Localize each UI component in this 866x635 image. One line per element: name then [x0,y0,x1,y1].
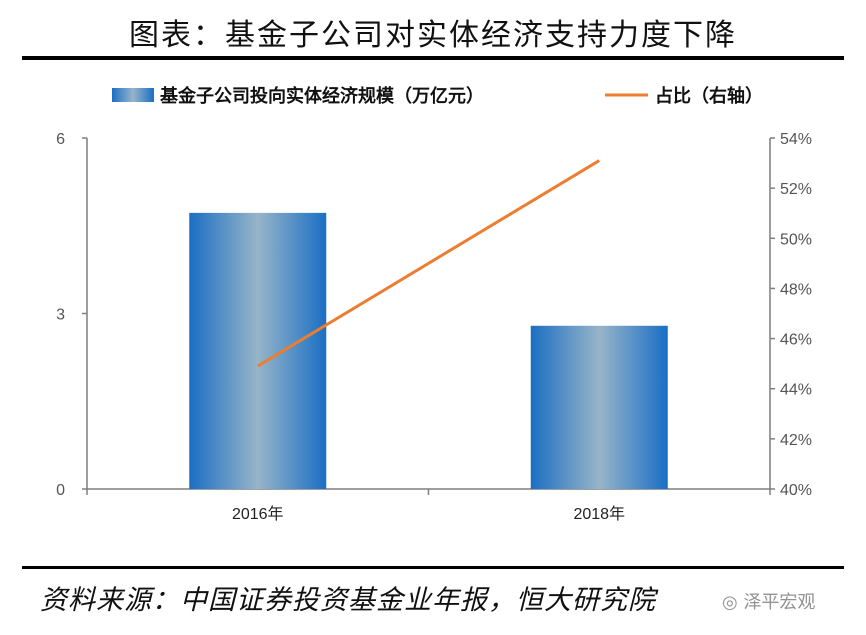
right-tick-label: 50% [780,231,812,248]
watermark-text: 泽平宏观 [743,592,816,613]
right-tick-label: 44% [780,382,812,399]
bar-2016年 [189,212,327,489]
share-line [256,159,601,368]
legend-line-label: 占比（右轴） [655,85,763,106]
right-tick-label: 46% [780,332,812,349]
x-tick-label: 2018年 [573,505,625,523]
left-tick-label: 3 [56,307,65,324]
right-tick-label: 54% [780,131,812,148]
right-tick-label: 42% [780,432,812,449]
title-rule [22,56,844,60]
right-tick-label: 48% [780,281,812,298]
left-tick-label: 6 [56,131,65,148]
legend: 基金子公司投向实体经济规模（万亿元） 占比（右轴） [112,85,763,106]
chart-title: 图表：基金子公司对实体经济支持力度下降 [129,18,737,53]
watermark-logo: ◎ 泽平宏观 [722,592,816,613]
legend-bar-swatch [112,88,154,102]
source-note: 资料来源：中国证券投资基金业年报，恒大研究院 [40,585,656,616]
chart: 基金子公司投向实体经济规模（万亿元） 占比（右轴） 0 3 6 40% 42% 44% 46%… [56,85,812,523]
x-tick-label: 2016年 [232,505,284,523]
left-tick-label: 0 [56,482,65,499]
source-rule [22,566,844,569]
right-tick-label: 40% [780,482,812,499]
bar-2018年 [530,325,668,489]
legend-bar-label: 基金子公司投向实体经济规模（万亿元） [159,85,484,106]
right-tick-label: 52% [780,181,812,198]
